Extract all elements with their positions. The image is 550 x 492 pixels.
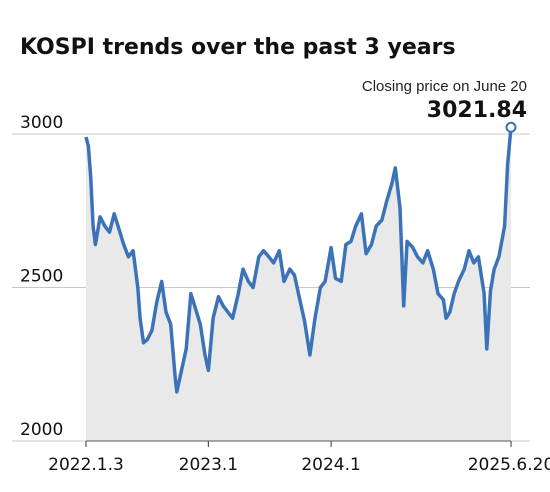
y-tick-label: 2500 bbox=[20, 267, 63, 287]
series-line bbox=[84, 127, 513, 394]
y-tick-label: 3000 bbox=[20, 113, 63, 133]
annotation-value: 3021.84 bbox=[427, 98, 527, 123]
tick-labels: 2000 2500 3000 2022.1.3 2023.1 2024.1 2025.6.2… bbox=[20, 113, 550, 475]
x-tick-label: 2024.1 bbox=[301, 455, 360, 475]
x-tick-label: 2023.1 bbox=[179, 455, 238, 475]
y-tick-label: 2000 bbox=[20, 420, 63, 440]
area-fill bbox=[86, 127, 511, 442]
closing-price-marker bbox=[505, 121, 517, 133]
chart-title: KOSPI trends over the past 3 years bbox=[20, 35, 456, 60]
x-axis bbox=[85, 440, 512, 447]
x-tick-label: 2022.1.3 bbox=[48, 455, 124, 475]
x-tick-label: 2025.6.20 bbox=[468, 455, 550, 475]
annotation-label: Closing price on June 20 bbox=[362, 78, 527, 95]
